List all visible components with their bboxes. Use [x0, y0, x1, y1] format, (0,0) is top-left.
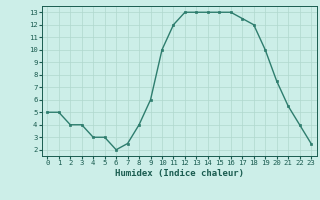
X-axis label: Humidex (Indice chaleur): Humidex (Indice chaleur) — [115, 169, 244, 178]
